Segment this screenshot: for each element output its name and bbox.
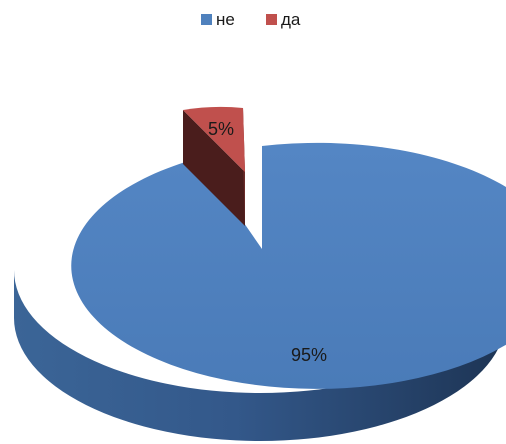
data-label-ne: 95% <box>291 345 327 365</box>
legend-swatch-da <box>266 14 277 25</box>
legend: не да <box>201 10 301 29</box>
slice-ne-side <box>14 270 506 441</box>
slice-ne-top <box>71 142 506 389</box>
slice-da-top <box>183 106 245 172</box>
legend-swatch-ne <box>201 14 212 25</box>
legend-label-da: да <box>281 10 301 29</box>
slice-da-inner-face <box>183 110 245 226</box>
data-label-da: 5% <box>208 119 234 139</box>
legend-item-ne: не <box>201 10 235 29</box>
slice-ne <box>14 142 506 441</box>
slice-da <box>183 106 245 226</box>
legend-label-ne: не <box>216 10 235 29</box>
legend-item-da: да <box>266 10 301 29</box>
